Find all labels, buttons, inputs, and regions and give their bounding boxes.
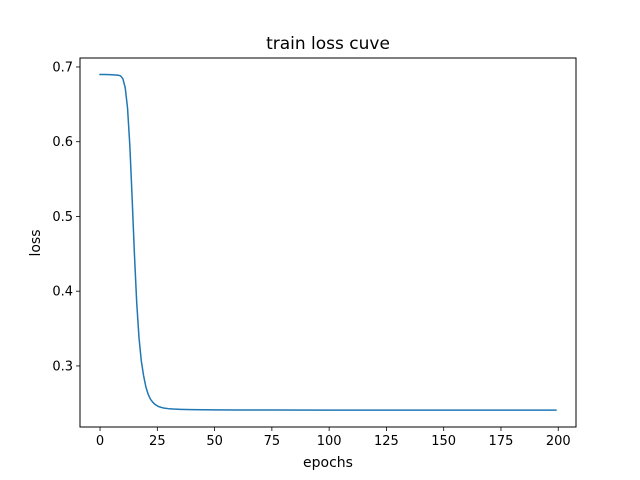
x-tick-label: 150	[431, 434, 456, 449]
y-axis-label: loss	[28, 229, 44, 256]
x-tick-label: 25	[149, 434, 166, 449]
chart-title: train loss cuve	[266, 34, 390, 54]
series-line-0	[99, 73, 557, 411]
x-tick-label: 100	[317, 434, 342, 449]
y-tick-label: 0.4	[52, 285, 73, 300]
x-tick-label: 0	[96, 434, 104, 449]
y-tick-label: 0.3	[52, 359, 73, 374]
x-tick-label: 175	[489, 434, 514, 449]
x-tick-label: 200	[546, 434, 571, 449]
y-tick-label: 0.7	[52, 60, 73, 75]
x-tick-label: 75	[264, 434, 281, 449]
y-tick-label: 0.6	[52, 135, 73, 150]
x-tick-label: 125	[374, 434, 399, 449]
plot-frame	[79, 57, 577, 428]
axis-ticks: 0 25 50 75 100 125 150 175 200 0.3 0.4 0.5 0.6 0.7	[52, 60, 570, 449]
x-axis-label: epochs	[303, 455, 353, 471]
x-tick-label: 50	[206, 434, 223, 449]
plot-area	[99, 73, 557, 411]
y-tick-label: 0.5	[52, 210, 73, 225]
